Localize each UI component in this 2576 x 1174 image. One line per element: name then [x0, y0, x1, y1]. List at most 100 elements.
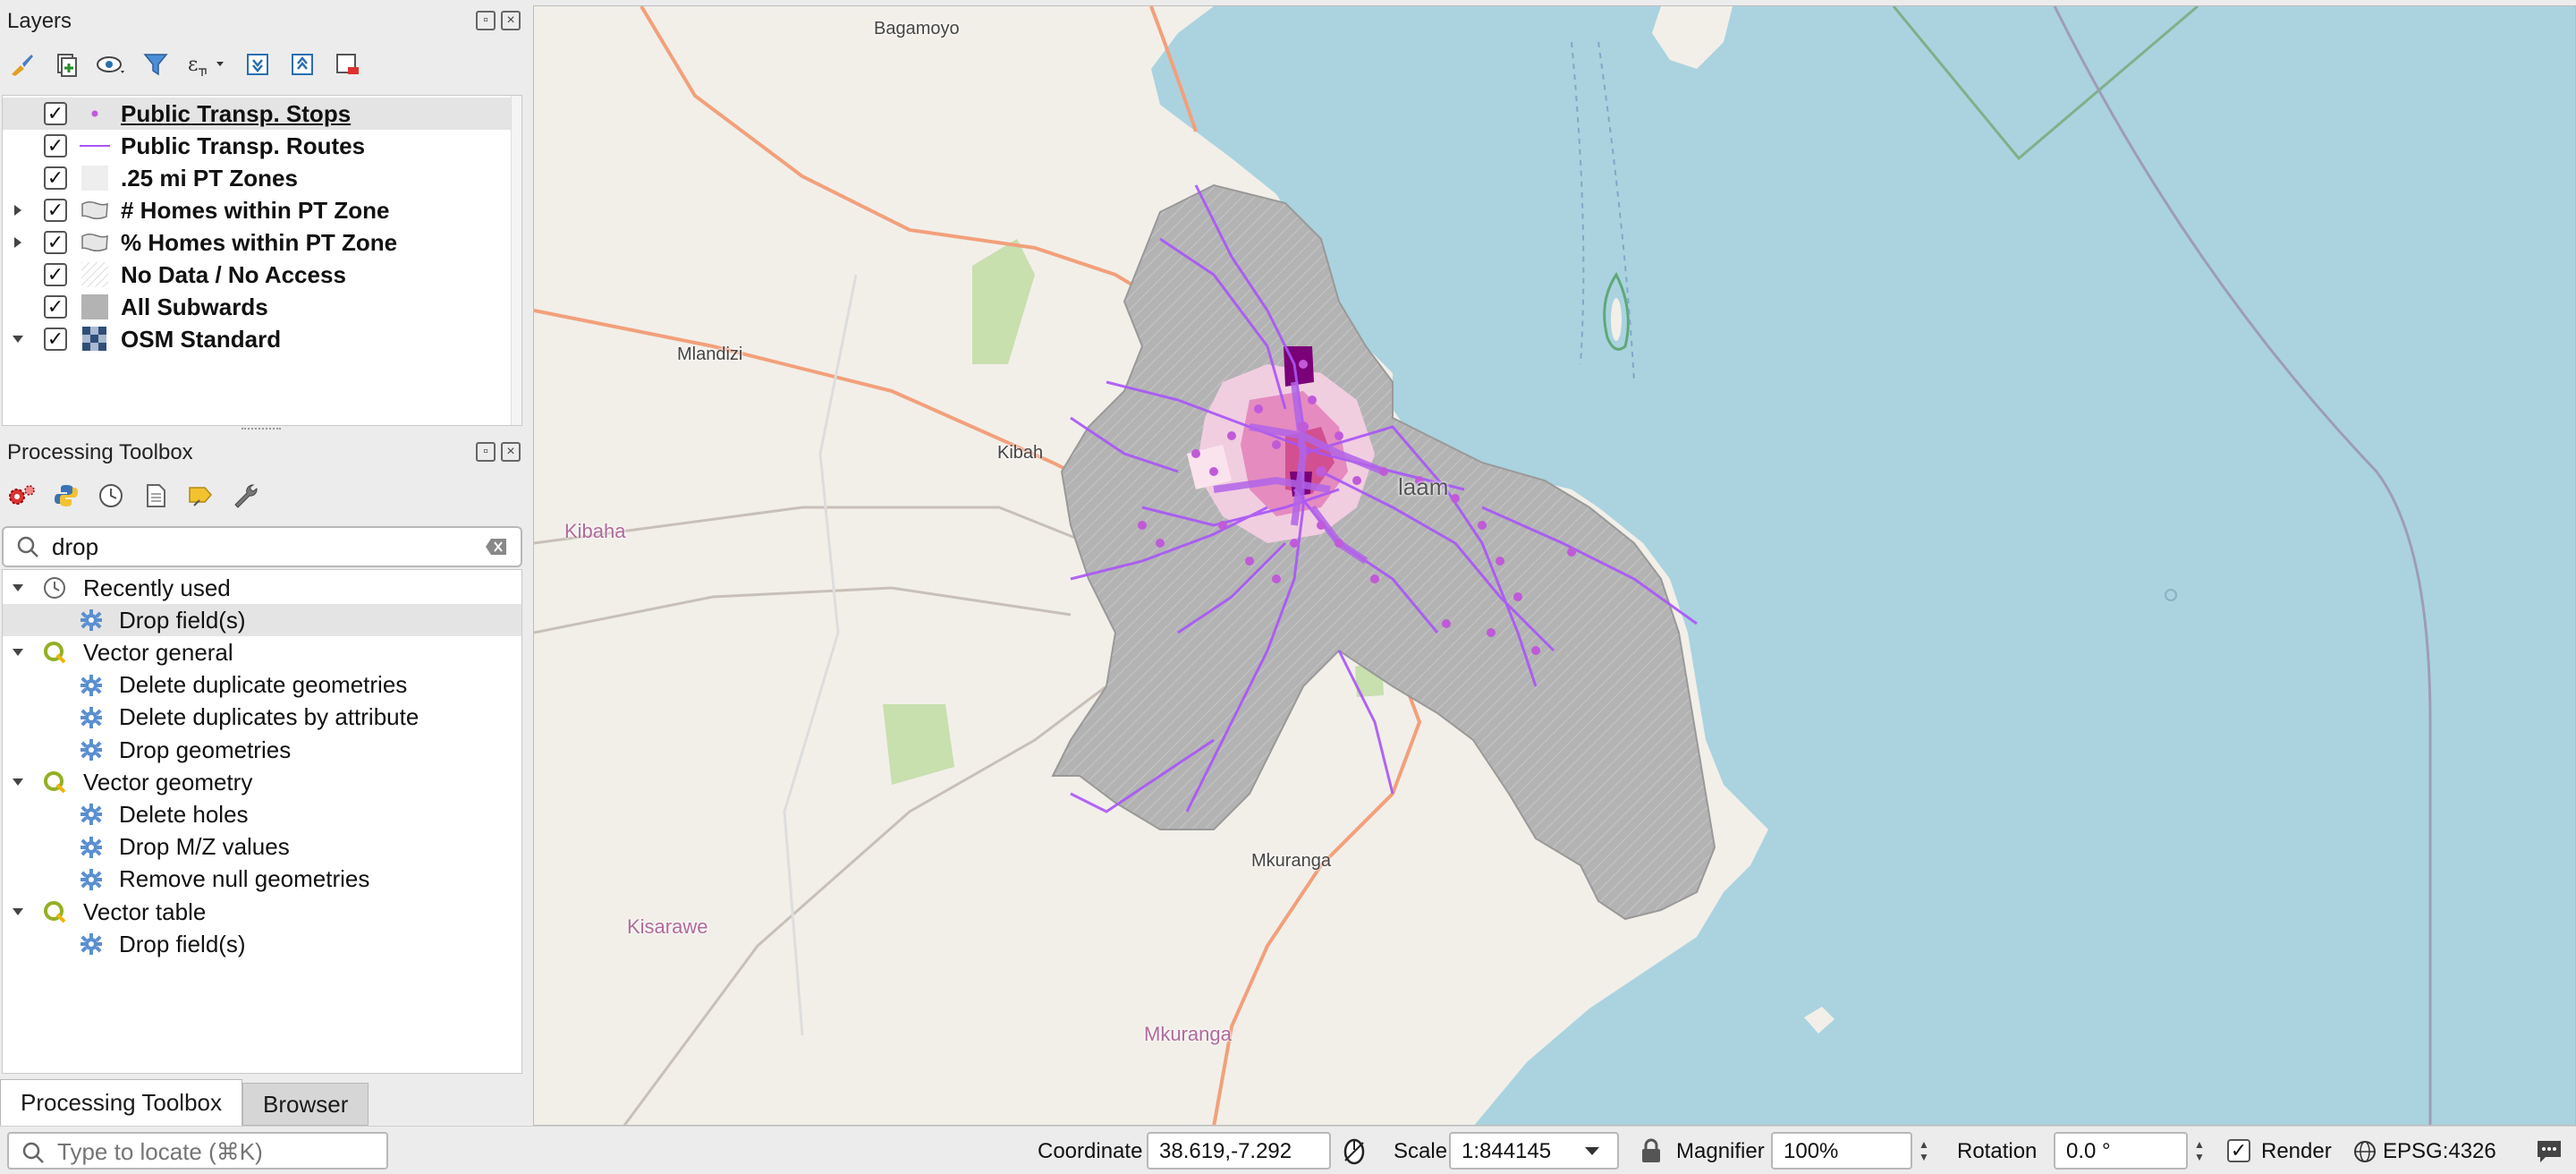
- bottom-dock-tabs: Processing Toolbox Browser: [0, 1074, 526, 1126]
- magnifier-field[interactable]: 100%: [1771, 1132, 1912, 1170]
- crs-globe-icon[interactable]: [2352, 1139, 2377, 1164]
- expand-arrow-icon[interactable]: [12, 204, 24, 217]
- layer-row-osm-standard[interactable]: ✓ OSM Standard: [3, 323, 511, 355]
- magnifier-spinner[interactable]: ▲ ▼: [1919, 1138, 1929, 1163]
- close-panel-button[interactable]: ×: [501, 11, 521, 30]
- processing-group-row[interactable]: Vector geometry: [3, 766, 521, 798]
- layer-name: Public Transp. Stops: [121, 99, 352, 127]
- layer-row-pt-zones[interactable]: ✓ .25 mi PT Zones: [3, 162, 511, 194]
- lock-icon[interactable]: [1640, 1137, 1662, 1164]
- layer-row-homes-percent[interactable]: ✓ % Homes within PT Zone: [3, 226, 511, 259]
- tab-processing-toolbox[interactable]: Processing Toolbox: [0, 1079, 242, 1126]
- collapse-arrow-icon[interactable]: [12, 646, 24, 659]
- layer-visibility-checkbox[interactable]: ✓: [44, 263, 67, 286]
- place-label: Kibah: [997, 443, 1044, 463]
- collapse-arrow-icon[interactable]: [12, 906, 24, 918]
- processing-algorithm-row[interactable]: Drop field(s): [3, 604, 521, 637]
- processing-algorithm-row[interactable]: Delete holes: [3, 798, 521, 830]
- map-canvas[interactable]: Bagamoyo Mlandizi Kibah Kibaha Kisarawe …: [533, 5, 2576, 1126]
- svg-text:ε: ε: [188, 54, 198, 76]
- algorithm-gear-icon: [80, 674, 103, 702]
- clock-icon: [42, 575, 67, 605]
- collapse-all-icon[interactable]: [286, 48, 318, 81]
- close-panel-button[interactable]: ×: [501, 442, 521, 462]
- layer-visibility-checkbox[interactable]: ✓: [44, 134, 67, 157]
- processing-group-row[interactable]: Vector general: [3, 636, 521, 668]
- layer-name: % Homes within PT Zone: [121, 228, 398, 256]
- render-label: Render: [2261, 1139, 2332, 1163]
- processing-algorithm-label: Drop geometries: [119, 736, 292, 763]
- collapse-arrow-icon[interactable]: [12, 776, 24, 788]
- float-panel-button[interactable]: ▫: [476, 11, 496, 30]
- raster-icon: [80, 327, 110, 352]
- layer-tree[interactable]: ✓ Public Transp. Stops ✓ Public Transp. …: [2, 95, 522, 426]
- processing-tree[interactable]: Recently used Drop field(s) Vector general…: [2, 569, 522, 1074]
- place-label: Kisarawe: [627, 915, 708, 938]
- processing-algorithm-row[interactable]: Drop field(s): [3, 928, 521, 960]
- processing-group-row[interactable]: Recently used: [3, 572, 521, 604]
- layer-row-all-subwards[interactable]: ✓ All Subwards: [3, 291, 511, 323]
- layer-tree-scrollbar[interactable]: [511, 96, 521, 425]
- layer-row-public-transp-routes[interactable]: ✓ Public Transp. Routes: [3, 130, 511, 162]
- coordinate-field[interactable]: 38.619,-7.292: [1147, 1132, 1331, 1170]
- layer-row-public-transp-stops[interactable]: ✓ Public Transp. Stops: [3, 98, 511, 130]
- processing-group-row[interactable]: Vector table: [3, 896, 521, 928]
- left-dock: Layers ▫ × ε ✓: [0, 0, 526, 1126]
- collapse-arrow-icon[interactable]: [12, 582, 24, 594]
- layer-name: OSM Standard: [121, 325, 282, 353]
- python-icon[interactable]: [50, 480, 82, 512]
- options-wrench-icon[interactable]: [229, 480, 261, 512]
- render-checkbox[interactable]: ✓: [2227, 1139, 2250, 1162]
- panel-splitter-handle[interactable]: [242, 428, 281, 431]
- processing-algorithm-row[interactable]: Delete duplicates by attribute: [3, 702, 521, 734]
- processing-algorithm-row[interactable]: Drop M/Z values: [3, 831, 521, 863]
- search-icon: [22, 1142, 44, 1163]
- layer-visibility-checkbox[interactable]: ✓: [44, 231, 67, 254]
- rotation-spinner[interactable]: ▲ ▼: [2194, 1138, 2205, 1163]
- expression-filter-icon[interactable]: ε: [184, 48, 229, 81]
- models-gear-icon[interactable]: [5, 480, 38, 512]
- expand-arrow-icon[interactable]: [12, 236, 24, 249]
- float-panel-button[interactable]: ▫: [476, 442, 496, 462]
- sea-area: [1151, 6, 2575, 1125]
- processing-algorithm-row[interactable]: Delete duplicate geometries: [3, 669, 521, 702]
- rotation-field[interactable]: 0.0 °: [2054, 1132, 2188, 1170]
- layer-visibility-checkbox[interactable]: ✓: [44, 199, 67, 222]
- processing-algorithm-row[interactable]: Drop geometries: [3, 734, 521, 766]
- locator-box[interactable]: [7, 1132, 388, 1170]
- clear-search-icon[interactable]: [485, 538, 508, 556]
- algorithm-gear-icon: [80, 706, 103, 734]
- layer-visibility-checkbox[interactable]: ✓: [44, 166, 67, 190]
- edit-features-tag-icon[interactable]: [184, 480, 216, 512]
- processing-search-input[interactable]: [52, 532, 472, 562]
- chevron-down-icon[interactable]: [1583, 1144, 1601, 1157]
- layer-visibility-checkbox[interactable]: ✓: [44, 328, 67, 351]
- processing-search-box[interactable]: [2, 526, 522, 567]
- tab-browser[interactable]: Browser: [242, 1083, 369, 1126]
- processing-group-label: Vector table: [83, 898, 207, 925]
- style-brush-icon[interactable]: [5, 48, 38, 81]
- processing-algorithm-row[interactable]: Remove null geometries: [3, 863, 521, 896]
- crs-label[interactable]: EPSG:4326: [2383, 1139, 2496, 1163]
- processing-algorithm-label: Drop field(s): [119, 930, 246, 957]
- layer-row-no-data[interactable]: ✓ No Data / No Access: [3, 259, 511, 291]
- map-svg: [534, 6, 2575, 1125]
- layer-visibility-checkbox[interactable]: ✓: [44, 102, 67, 125]
- layers-panel-title: Layers: [7, 9, 72, 33]
- layer-visibility-checkbox[interactable]: ✓: [44, 295, 67, 319]
- results-document-icon[interactable]: [140, 480, 172, 512]
- expand-all-icon[interactable]: [242, 48, 274, 81]
- filter-funnel-icon[interactable]: [140, 48, 172, 81]
- collapse-arrow-icon[interactable]: [12, 333, 24, 345]
- layer-name: All Subwards: [121, 293, 268, 320]
- layer-row-homes-count[interactable]: ✓ # Homes within PT Zone: [3, 194, 511, 226]
- algorithm-gear-icon: [80, 738, 103, 766]
- add-group-icon[interactable]: [50, 48, 82, 81]
- remove-layer-icon[interactable]: [331, 48, 363, 81]
- history-clock-icon[interactable]: [95, 480, 127, 512]
- messages-icon[interactable]: [2535, 1137, 2563, 1164]
- algorithm-gear-icon: [80, 608, 103, 636]
- visibility-eye-icon[interactable]: [95, 48, 127, 81]
- locator-input[interactable]: [57, 1137, 379, 1166]
- mouse-coordinate-icon[interactable]: [1340, 1137, 1368, 1166]
